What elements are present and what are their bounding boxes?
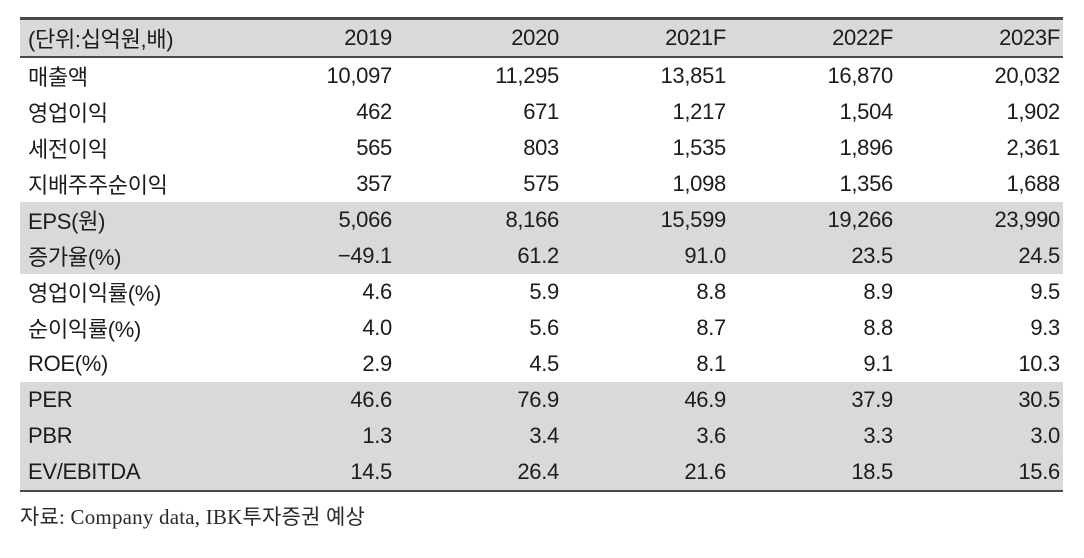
cell-value: 20,032 [994,63,1061,88]
table-row: EV/EBITDA 14.5 26.4 21.6 18.5 15.6 [20,454,1063,491]
table-row: EPS(원) 5,066 8,166 15,599 19,266 23,990 [20,202,1063,238]
cell-value: 11,295 [495,63,559,88]
cell-value: 61.2 [395,238,562,274]
table-row: 순이익률(%) 4.0 5.6 8.7 8.8 9.3 [20,310,1063,346]
cell-value: 1.3 [228,418,395,454]
table-row: ROE(%) 2.9 4.5 8.1 9.1 10.3 [20,346,1063,382]
table-row: 영업이익 462 671 1,217 1,504 1,902 [20,94,1063,130]
cell-value: 8.7 [696,315,726,340]
cell-value: 8.8 [863,315,893,340]
table-row: 세전이익 565 803 1,535 1,896 2,361 [20,130,1063,166]
cell-value: 8.1 [696,351,726,376]
cell-value: 10.3 [1018,351,1060,376]
column-header: 2019 [228,18,395,58]
cell-value: 18.5 [729,454,896,491]
cell-value: 4.5 [529,351,559,376]
cell-value: 21.6 [562,454,729,491]
cell-value: 9.5 [1030,279,1060,304]
cell-value: 9.1 [863,351,893,376]
row-label: 매출액 [28,65,88,90]
unit-label: (단위:십억원,배) [20,18,228,58]
cell-value: 8.8 [696,279,726,304]
column-header: 2023F [896,18,1063,58]
cell-value: 37.9 [729,382,896,418]
row-label: 순이익률(%) [28,317,142,342]
cell-value: 2.9 [362,351,392,376]
cell-value: 1,217 [672,99,726,124]
cell-value: 1,902 [1006,99,1060,124]
financial-summary-table: (단위:십억원,배) 2019 2020 2021F 2022F 2023F 매출액 10… [20,17,1063,492]
cell-value: 23,990 [896,202,1063,238]
row-label: 영업이익 [28,101,108,126]
cell-value: 10,097 [326,63,393,88]
table-row: PER 46.6 76.9 46.9 37.9 30.5 [20,382,1063,418]
cell-value: 462 [356,99,392,124]
header-row: (단위:십억원,배) 2019 2020 2021F 2022F 2023F [20,18,1063,58]
cell-value: −49.1 [228,238,395,274]
column-header: 2022F [729,18,896,58]
table-row: 증가율(%) −49.1 61.2 91.0 23.5 24.5 [20,238,1063,274]
cell-value: 13,851 [660,63,727,88]
column-header: 2020 [395,18,562,58]
cell-value: 1,688 [1006,171,1060,196]
table-row: 지배주주순이익 357 575 1,098 1,356 1,688 [20,166,1063,202]
row-label: 영업이익률(%) [28,281,162,306]
cell-value: 14.5 [228,454,395,491]
source-note: 자료: Company data, IBK투자증권 예상 [20,505,366,529]
cell-value: 575 [523,171,559,196]
cell-value: 8.9 [863,279,893,304]
row-label: 증가율(%) [20,238,228,274]
cell-value: 5,066 [228,202,395,238]
table-body: 매출액 10,097 11,295 13,851 16,870 20,032 영업이익 462… [20,57,1063,491]
cell-value: 23.5 [729,238,896,274]
row-label: ROE(%) [28,351,109,376]
cell-value: 3.6 [562,418,729,454]
column-header: 2021F [562,18,729,58]
cell-value: 1,535 [672,135,726,160]
cell-value: 91.0 [562,238,729,274]
cell-value: 1,896 [839,135,893,160]
cell-value: 26.4 [395,454,562,491]
cell-value: 24.5 [896,238,1063,274]
row-label: EPS(원) [20,202,228,238]
cell-value: 8,166 [395,202,562,238]
cell-value: 1,504 [839,99,893,124]
cell-value: 15,599 [562,202,729,238]
cell-value: 9.3 [1030,315,1060,340]
cell-value: 671 [523,99,559,124]
table-row: 매출액 10,097 11,295 13,851 16,870 20,032 [20,57,1063,94]
cell-value: 3.4 [395,418,562,454]
cell-value: 803 [523,135,559,160]
cell-value: 357 [356,171,392,196]
cell-value: 16,870 [827,63,894,88]
table-row: 영업이익률(%) 4.6 5.9 8.8 8.9 9.5 [20,274,1063,310]
cell-value: 1,356 [839,171,893,196]
cell-value: 46.9 [562,382,729,418]
cell-value: 15.6 [896,454,1063,491]
cell-value: 76.9 [395,382,562,418]
cell-value: 5.9 [529,279,559,304]
row-label: PER [20,382,228,418]
cell-value: 1,098 [672,171,726,196]
cell-value: 30.5 [896,382,1063,418]
row-label: EV/EBITDA [20,454,228,491]
table-row: PBR 1.3 3.4 3.6 3.3 3.0 [20,418,1063,454]
cell-value: 5.6 [529,315,559,340]
row-label: PBR [20,418,228,454]
row-label: 지배주주순이익 [28,173,168,198]
cell-value: 4.6 [362,279,392,304]
cell-value: 565 [356,135,392,160]
row-label: 세전이익 [28,137,108,162]
cell-value: 46.6 [228,382,395,418]
cell-value: 3.3 [729,418,896,454]
cell-value: 4.0 [362,315,392,340]
cell-value: 2,361 [1006,135,1060,160]
cell-value: 3.0 [896,418,1063,454]
cell-value: 19,266 [729,202,896,238]
